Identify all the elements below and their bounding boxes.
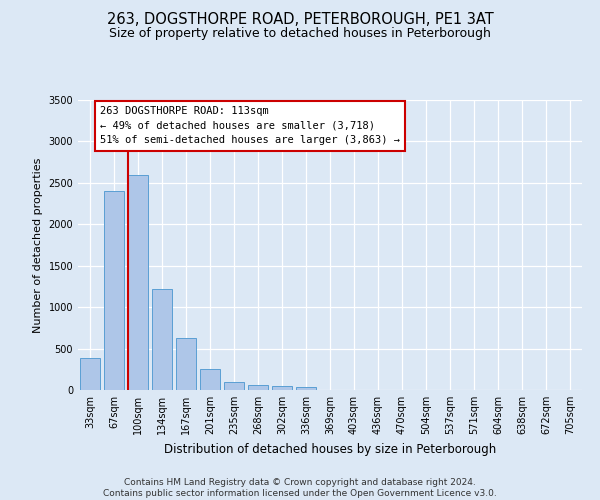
Text: Size of property relative to detached houses in Peterborough: Size of property relative to detached ho… [109, 28, 491, 40]
Bar [296, 386, 316, 390]
Bar [200, 370, 220, 390]
Text: 263, DOGSTHORPE ROAD, PETERBOROUGH, PE1 3AT: 263, DOGSTHORPE ROAD, PETERBOROUGH, PE1 … [107, 12, 493, 28]
Bar [248, 385, 268, 390]
Bar [224, 382, 244, 390]
Bar [128, 174, 148, 390]
Bar [104, 191, 124, 390]
Bar [152, 289, 172, 390]
Text: 263 DOGSTHORPE ROAD: 113sqm
← 49% of detached houses are smaller (3,718)
51% of : 263 DOGSTHORPE ROAD: 113sqm ← 49% of det… [100, 106, 400, 146]
Bar [272, 386, 292, 390]
Y-axis label: Number of detached properties: Number of detached properties [33, 158, 43, 332]
Bar [80, 358, 100, 390]
Bar [176, 338, 196, 390]
X-axis label: Distribution of detached houses by size in Peterborough: Distribution of detached houses by size … [164, 442, 496, 456]
Text: Contains HM Land Registry data © Crown copyright and database right 2024.
Contai: Contains HM Land Registry data © Crown c… [103, 478, 497, 498]
